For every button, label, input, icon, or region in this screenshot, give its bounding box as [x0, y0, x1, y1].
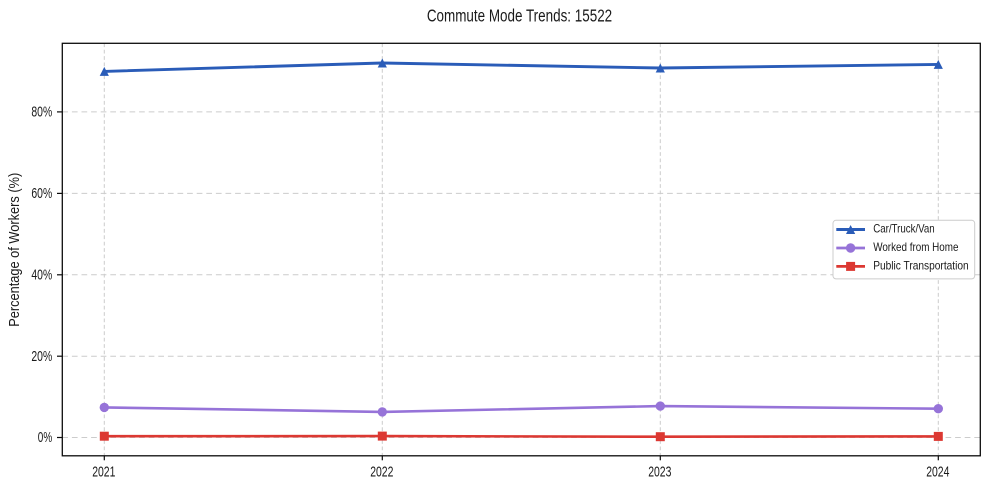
- svg-text:40%: 40%: [31, 267, 52, 283]
- svg-text:Percentage of Workers (%): Percentage of Workers (%): [6, 173, 23, 327]
- svg-text:2023: 2023: [648, 465, 671, 481]
- svg-text:2022: 2022: [370, 465, 393, 481]
- svg-text:60%: 60%: [31, 186, 52, 202]
- svg-text:Worked from Home: Worked from Home: [873, 240, 959, 254]
- svg-text:2024: 2024: [926, 465, 949, 481]
- svg-text:0%: 0%: [38, 430, 52, 446]
- svg-text:80%: 80%: [31, 105, 52, 121]
- svg-text:2021: 2021: [92, 465, 115, 481]
- svg-text:Car/Truck/Van: Car/Truck/Van: [873, 222, 935, 236]
- svg-text:20%: 20%: [31, 349, 52, 365]
- svg-text:Commute Mode Trends: 15522: Commute Mode Trends: 15522: [427, 6, 612, 26]
- svg-text:Public Transportation: Public Transportation: [873, 259, 969, 273]
